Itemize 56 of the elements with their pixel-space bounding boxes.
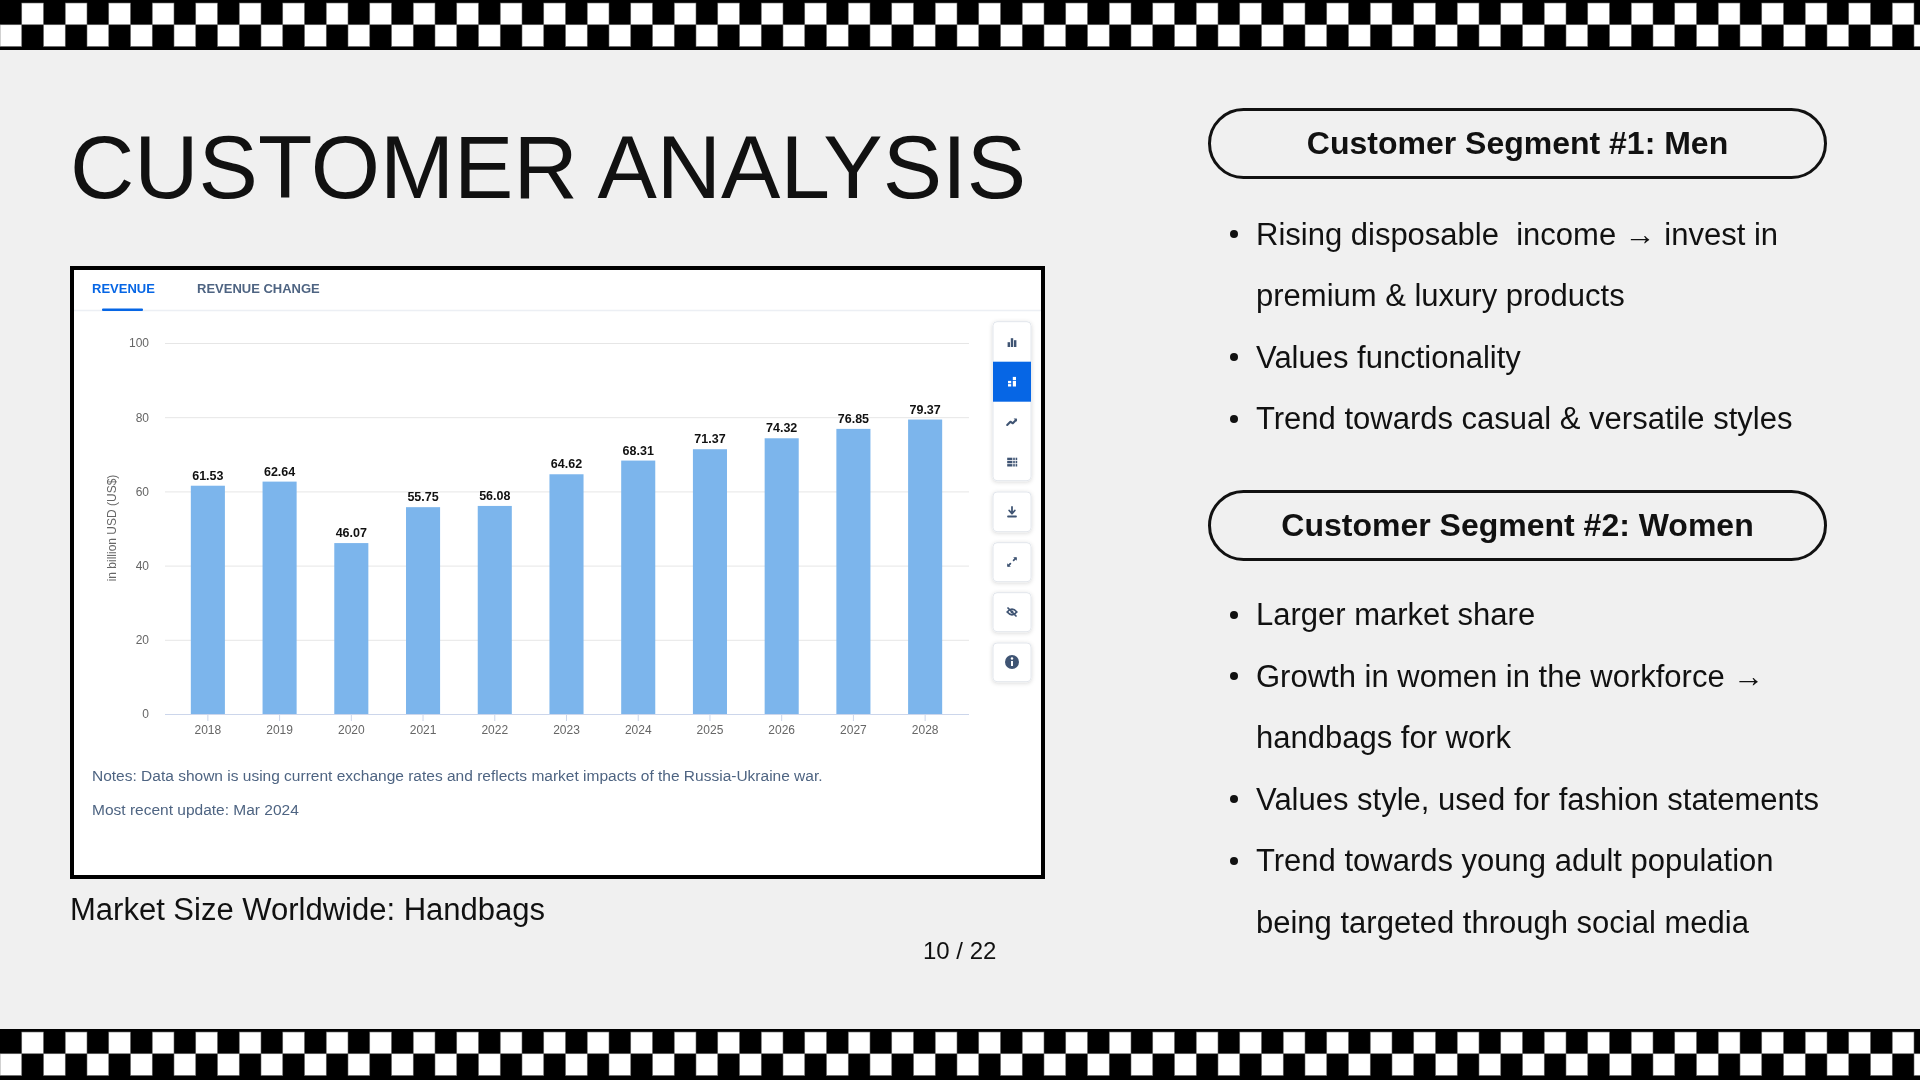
x-tick-label: 2020 <box>337 722 365 737</box>
text: Trend towards casual & versatile styles <box>1256 401 1793 437</box>
x-tick-label: 2027 <box>840 722 868 737</box>
data-label: 74.32 <box>766 421 798 436</box>
x-tick-label: 2018 <box>194 722 222 737</box>
y-tick-label: 20 <box>135 633 150 648</box>
text: REVENUE CHANGE <box>197 281 321 296</box>
bar <box>908 419 943 714</box>
y-tick-label: 40 <box>135 558 150 573</box>
bar <box>621 460 656 714</box>
y-tick-label: 0 <box>142 707 150 722</box>
data-label: 68.31 <box>622 443 654 458</box>
text: Notes: Data shown is using current exchange rates and reflects market impacts of the Russia-Ukraine war. <box>92 767 823 784</box>
bar <box>836 428 871 714</box>
text: Larger market share <box>1256 597 1536 633</box>
x-tick-label: 2021 <box>409 722 437 737</box>
bar <box>190 485 225 714</box>
text: Rising disposable income → invest in premium & luxury products <box>1256 216 1780 314</box>
data-label: 61.53 <box>192 468 224 483</box>
data-label: 71.37 <box>694 432 726 447</box>
x-tick-label: 2022 <box>481 722 509 737</box>
text: Customer Segment #2: Women <box>1281 507 1754 544</box>
text: Values functionality <box>1256 339 1521 375</box>
data-label: 46.07 <box>335 526 368 541</box>
bar <box>549 474 584 714</box>
y-tick-label: 80 <box>135 410 150 425</box>
y-axis-title: in billion USD (US$) <box>105 474 120 582</box>
y-tick-label: 100 <box>128 336 150 351</box>
bar <box>406 507 441 714</box>
data-label: 56.08 <box>479 488 511 503</box>
y-tick-label: 60 <box>135 484 150 499</box>
x-tick-label: 2025 <box>696 722 724 737</box>
bar <box>262 481 297 714</box>
bar <box>334 543 369 714</box>
bar <box>477 505 512 714</box>
x-tick-label: 2026 <box>768 722 796 737</box>
chart-title: CUSTOMER ANALYSIS <box>70 117 1027 217</box>
x-tick-label: 2024 <box>624 722 652 737</box>
text: Customer Segment #1: Men <box>1306 125 1729 162</box>
x-tick-label: 2019 <box>266 722 294 737</box>
text: Growth in women in the workforce → handbags for work <box>1256 658 1766 756</box>
bar <box>692 449 727 714</box>
x-tick-label: 2023 <box>553 722 581 737</box>
text: Market Size Worldwide: Handbags <box>70 892 545 927</box>
x-tick-label: 2028 <box>911 722 939 737</box>
data-label: 76.85 <box>837 411 870 426</box>
data-label: 62.64 <box>263 464 296 479</box>
text: Values style, used for fashion statements <box>1256 781 1819 817</box>
text: 10 / 22 <box>923 937 997 964</box>
text: Trend towards young adult population being targeted through social media <box>1256 843 1775 941</box>
bar <box>764 438 799 714</box>
text: REVENUE <box>92 281 156 296</box>
text: Most recent update: Mar 2024 <box>92 801 300 818</box>
data-label: 55.75 <box>407 490 439 505</box>
data-label: 64.62 <box>550 457 583 472</box>
data-label: 79.37 <box>909 402 941 417</box>
